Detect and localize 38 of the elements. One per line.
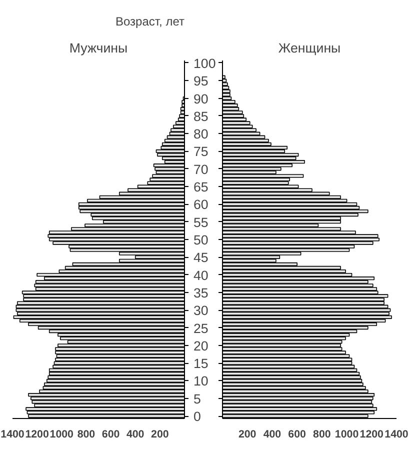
y-tick-label: 45 [194,250,208,266]
y-tick-label: 90 [194,91,208,106]
y-axis-title: Возраст, лет [116,14,186,28]
y-tick-label: 25 [194,320,208,336]
y-tick-label: 55 [194,214,208,230]
x-tick-label: 1400 [384,428,408,440]
y-tick-label: 80 [194,126,208,142]
y-tick-label: 35 [194,285,208,300]
x-tick-label: 800 [77,428,96,440]
y-tick-label: 5 [194,391,201,406]
y-tick-label: 85 [194,108,208,124]
y-tick-label: 100 [194,56,216,71]
y-tick-label: 10 [194,374,208,389]
y-tick-label: 95 [194,74,208,89]
x-tick-label: 1000 [334,428,359,440]
x-tick-label: 600 [102,428,120,440]
chart-title: Мужчины [69,40,128,56]
y-tick-label: 75 [194,144,208,160]
x-tick-label: 1200 [360,428,384,440]
y-tick-label: 30 [194,303,208,318]
x-tick-label: 600 [288,428,306,440]
x-tick-label: 400 [126,428,144,440]
y-tick-label: 50 [194,232,208,248]
x-tick-label: 200 [238,428,256,440]
x-tick-label: 200 [151,428,169,440]
x-tick-label: 400 [263,428,282,440]
x-tick-label: 1200 [25,428,49,440]
y-tick-label: 20 [194,338,208,354]
y-tick-label: 15 [194,356,208,372]
x-tick-label: 1000 [50,428,74,440]
y-tick-label: 65 [194,180,208,195]
x-tick-label: 1400 [0,428,24,440]
y-tick-label: 0 [194,409,201,424]
y-tick-label: 60 [194,197,208,212]
y-tick-label: 70 [194,162,208,177]
chart-title: Женщины [278,40,341,56]
y-tick-label: 40 [194,268,208,283]
x-tick-label: 800 [313,428,331,440]
